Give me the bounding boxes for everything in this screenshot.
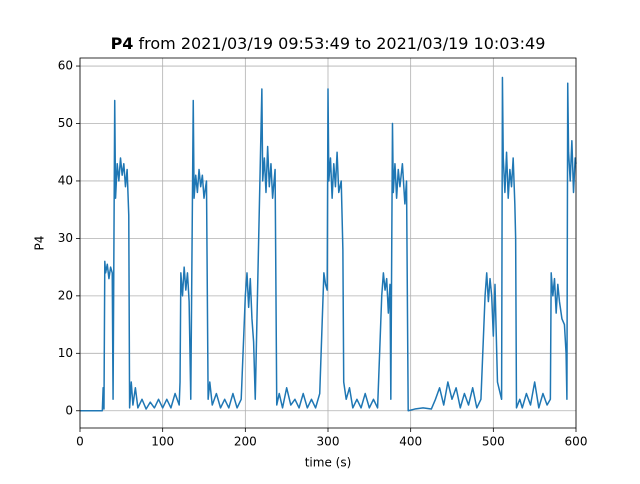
data-line	[80, 76, 577, 412]
chart-title: P4 from 2021/03/19 09:53:49 to 2021/03/1…	[111, 34, 546, 53]
x-tick-label: 600	[565, 435, 588, 449]
y-tick-label: 30	[58, 231, 73, 245]
y-tick-label: 20	[58, 288, 73, 302]
y-axis-label: P4	[33, 236, 47, 251]
y-tick-label: 50	[58, 116, 73, 130]
x-tick-label: 0	[76, 435, 84, 449]
x-tick-label: 400	[399, 435, 422, 449]
y-tick-label: 60	[58, 59, 73, 73]
x-tick-label: 100	[151, 435, 174, 449]
x-tick-label: 200	[234, 435, 257, 449]
plot-frame	[79, 57, 577, 429]
title-rest: from 2021/03/19 09:53:49 to 2021/03/19 1…	[139, 34, 546, 53]
x-axis-label: time (s)	[305, 456, 352, 470]
title-bold: P4	[111, 34, 134, 53]
y-tick-label: 10	[58, 346, 73, 360]
x-tick-label: 300	[317, 435, 340, 449]
y-tick-label: 0	[65, 403, 73, 417]
y-tick-label: 40	[58, 173, 73, 187]
x-tick-label: 500	[482, 435, 505, 449]
